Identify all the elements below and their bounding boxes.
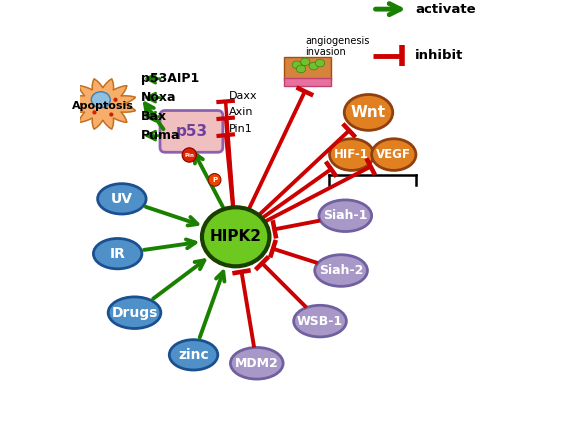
- Circle shape: [92, 110, 96, 115]
- Text: Noxa: Noxa: [141, 91, 176, 104]
- Text: IR: IR: [110, 247, 125, 261]
- Polygon shape: [70, 79, 135, 129]
- Circle shape: [113, 98, 117, 102]
- Text: HIPK2: HIPK2: [210, 229, 261, 244]
- Ellipse shape: [315, 255, 367, 286]
- Circle shape: [109, 113, 113, 117]
- Text: Pin: Pin: [184, 153, 194, 157]
- Text: Wnt: Wnt: [351, 105, 386, 120]
- Text: activate: activate: [415, 3, 475, 16]
- Text: p53AIP1: p53AIP1: [141, 72, 199, 85]
- Text: UV: UV: [111, 192, 133, 206]
- Text: angiogenesis: angiogenesis: [305, 36, 370, 46]
- Text: HIF-1: HIF-1: [334, 148, 369, 161]
- Bar: [284, 57, 331, 80]
- Ellipse shape: [94, 239, 142, 269]
- Text: VEGF: VEGF: [376, 148, 411, 161]
- Text: Pin1: Pin1: [229, 124, 253, 134]
- Ellipse shape: [293, 305, 346, 337]
- Ellipse shape: [300, 58, 310, 66]
- Ellipse shape: [345, 94, 393, 130]
- Ellipse shape: [98, 184, 146, 214]
- Ellipse shape: [296, 65, 306, 73]
- Text: Puma: Puma: [141, 129, 180, 142]
- Ellipse shape: [91, 92, 110, 108]
- Text: zinc: zinc: [178, 348, 209, 362]
- Ellipse shape: [169, 340, 218, 370]
- Text: invasion: invasion: [305, 47, 346, 57]
- Text: Daxx: Daxx: [229, 91, 258, 101]
- Ellipse shape: [202, 207, 270, 266]
- Text: Bax: Bax: [141, 110, 167, 123]
- Text: p53: p53: [175, 124, 207, 139]
- Ellipse shape: [309, 62, 318, 70]
- Text: WSB-1: WSB-1: [297, 315, 343, 328]
- Text: MDM2: MDM2: [235, 357, 279, 370]
- Ellipse shape: [319, 200, 372, 231]
- Text: Siah-2: Siah-2: [319, 264, 363, 277]
- Text: P: P: [212, 177, 217, 183]
- Text: Drugs: Drugs: [112, 306, 157, 320]
- Text: Axin: Axin: [229, 107, 254, 118]
- Circle shape: [208, 173, 221, 186]
- Text: inhibit: inhibit: [415, 49, 463, 62]
- Circle shape: [182, 148, 196, 162]
- FancyBboxPatch shape: [160, 110, 223, 152]
- Ellipse shape: [372, 139, 416, 170]
- Text: Apoptosis: Apoptosis: [72, 101, 134, 111]
- Bar: [284, 78, 331, 86]
- Text: Siah-1: Siah-1: [323, 209, 368, 222]
- Ellipse shape: [108, 297, 161, 329]
- Ellipse shape: [329, 139, 374, 170]
- Ellipse shape: [231, 347, 283, 379]
- Ellipse shape: [292, 61, 302, 69]
- Ellipse shape: [315, 59, 325, 67]
